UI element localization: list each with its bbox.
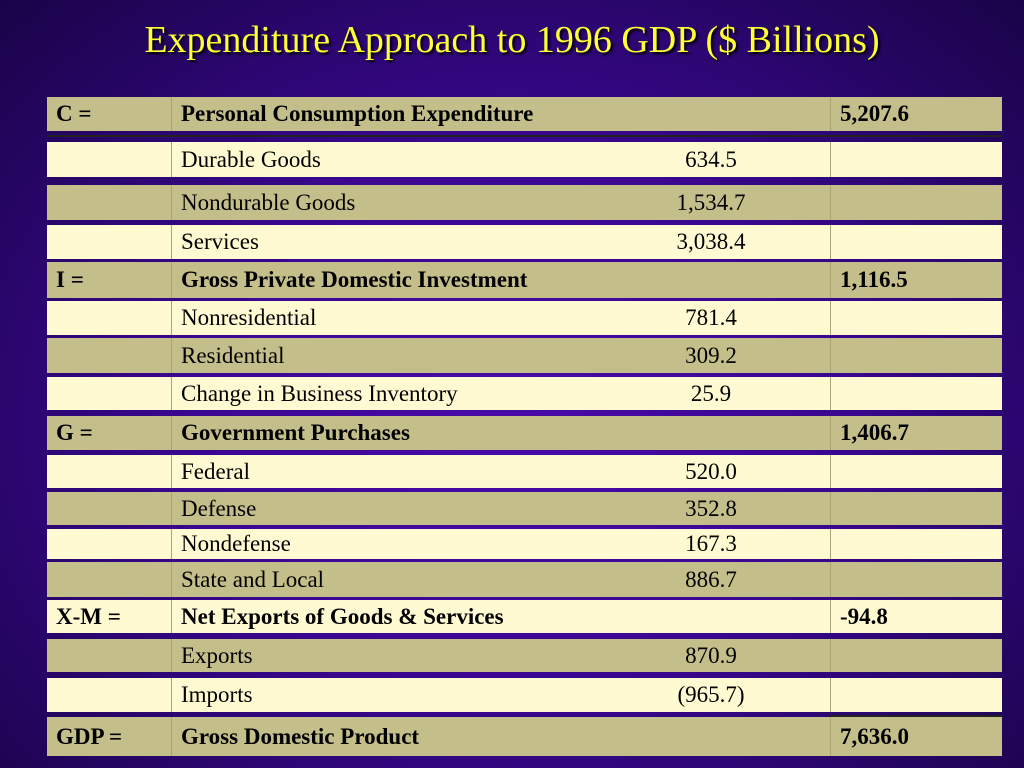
row-total: 5,207.6	[840, 101, 909, 126]
row-amount: 781.4	[685, 305, 737, 330]
row-label: Gross Domestic Product	[181, 723, 420, 749]
table-row: Imports (965.7)	[47, 678, 1002, 712]
row-label: Gross Private Domestic Investment	[181, 267, 528, 292]
row-label: Federal	[181, 458, 250, 484]
table-row: Nonresidential 781.4	[47, 301, 1002, 335]
row-label: Nondefense	[181, 531, 291, 556]
row-label: Net Exports of Goods & Services	[181, 603, 504, 629]
column-divider	[830, 492, 831, 525]
column-divider	[171, 678, 172, 712]
row-amount: 3,038.4	[676, 229, 746, 254]
table-row: Defense 352.8	[47, 492, 1002, 525]
column-divider	[830, 562, 831, 597]
column-divider	[171, 338, 172, 373]
row-amount	[647, 97, 775, 131]
column-divider	[171, 455, 172, 488]
column-divider	[830, 185, 831, 220]
row-amount: 309.2	[685, 342, 737, 368]
table-row: Exports 870.9	[47, 639, 1002, 672]
table-row: X-M = Net Exports of Goods & Services -94.…	[47, 600, 1002, 633]
column-divider	[830, 225, 831, 259]
row-amount: 520.0	[685, 458, 737, 484]
column-divider	[171, 225, 172, 259]
column-divider	[830, 717, 831, 756]
row-label: Nonresidential	[181, 305, 317, 330]
row-prefix: C =	[56, 101, 92, 126]
column-divider	[171, 562, 172, 597]
row-amount	[647, 416, 775, 450]
column-divider	[830, 338, 831, 373]
row-amount: 634.5	[685, 146, 737, 172]
column-divider	[830, 377, 831, 410]
row-amount	[647, 262, 775, 298]
column-divider	[171, 301, 172, 335]
table-row: State and Local 886.7	[47, 562, 1002, 597]
row-label: Nondurable Goods	[181, 189, 356, 215]
row-total: -94.8	[840, 603, 888, 629]
slide-title: Expenditure Approach to 1996 GDP ($ Bill…	[144, 19, 880, 61]
row-label: Exports	[181, 642, 253, 668]
column-divider	[171, 529, 172, 559]
column-divider	[830, 529, 831, 559]
table-row: Services 3,038.4	[47, 225, 1002, 259]
row-prefix: G =	[56, 420, 93, 445]
row-label: Residential	[181, 342, 285, 368]
row-amount	[647, 717, 775, 756]
table-row: C = Personal Consumption Expenditure 5,207…	[47, 97, 1002, 131]
column-divider	[830, 301, 831, 335]
row-amount: 25.9	[690, 380, 732, 406]
column-divider	[171, 142, 172, 177]
column-divider	[171, 185, 172, 220]
row-total: 7,636.0	[840, 723, 909, 749]
column-divider	[830, 97, 831, 131]
row-label: Defense	[181, 495, 257, 521]
table-row: GDP = Gross Domestic Product 7,636.0	[47, 717, 1002, 756]
row-amount: 870.9	[685, 642, 737, 668]
column-divider	[830, 416, 831, 450]
row-label: Services	[181, 229, 259, 254]
table-rule	[830, 715, 1002, 717]
table-row: Change in Business Inventory 25.9	[47, 377, 1002, 410]
row-prefix: X-M =	[56, 603, 121, 629]
row-label: Durable Goods	[181, 146, 321, 172]
row-prefix: I =	[56, 267, 84, 292]
row-amount: 352.8	[685, 495, 737, 521]
table-rule	[47, 135, 1002, 137]
table-row: Federal 520.0	[47, 455, 1002, 488]
row-label: Government Purchases	[181, 420, 410, 445]
column-divider	[830, 678, 831, 712]
column-divider	[171, 717, 172, 756]
table-row: Residential 309.2	[47, 338, 1002, 373]
row-label: Personal Consumption Expenditure	[181, 101, 534, 126]
row-amount: 1,534.7	[676, 189, 746, 215]
column-divider	[830, 600, 831, 633]
column-divider	[830, 639, 831, 672]
column-divider	[171, 416, 172, 450]
gdp-table: C = Personal Consumption Expenditure 5,207…	[47, 97, 1002, 756]
table-row: Nondurable Goods 1,534.7	[47, 185, 1002, 220]
column-divider	[830, 142, 831, 177]
column-divider	[171, 600, 172, 633]
row-label: State and Local	[181, 566, 325, 592]
table-row: G = Government Purchases 1,406.7	[47, 416, 1002, 450]
table-row: Nondefense 167.3	[47, 529, 1002, 559]
table-row: Durable Goods 634.5	[47, 142, 1002, 177]
column-divider	[171, 262, 172, 298]
row-label: Change in Business Inventory	[181, 380, 458, 406]
column-divider	[171, 492, 172, 525]
row-label: Imports	[181, 682, 253, 707]
column-divider	[171, 377, 172, 410]
row-total: 1,406.7	[840, 420, 909, 445]
row-prefix: GDP =	[56, 723, 123, 749]
column-divider	[171, 639, 172, 672]
row-amount: (965.7)	[677, 682, 745, 707]
row-amount: 886.7	[685, 566, 737, 592]
row-amount	[647, 600, 775, 633]
row-total: 1,116.5	[840, 267, 908, 292]
column-divider	[830, 262, 831, 298]
column-divider	[171, 97, 172, 131]
row-amount: 167.3	[685, 531, 737, 556]
table-row: I = Gross Private Domestic Investment 1,11…	[47, 262, 1002, 298]
column-divider	[830, 455, 831, 488]
